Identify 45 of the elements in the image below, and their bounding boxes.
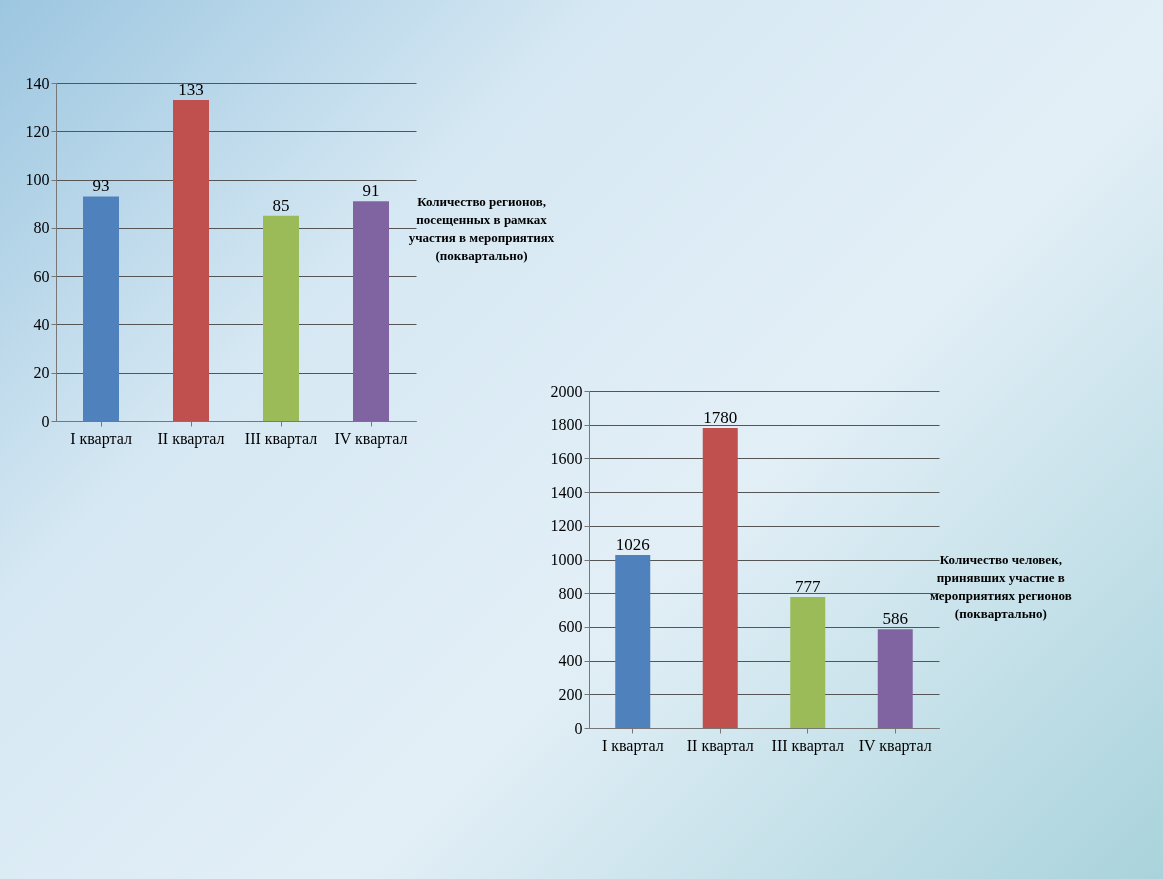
data-label: 91 — [362, 181, 380, 201]
data-label: 1026 — [615, 535, 650, 555]
x-tick-label: IV квартал — [334, 429, 408, 448]
y-tick-label: 1000 — [550, 551, 583, 568]
bar — [353, 201, 389, 421]
y-tick-label: 20 — [33, 364, 50, 382]
data-label: 85 — [272, 195, 290, 215]
text: Количество человек, принявших участие в мероприятиях регионов (поквартально) — [929, 551, 1072, 621]
y-tick-label: 1600 — [550, 449, 583, 467]
y-tick-label: 40 — [33, 315, 50, 333]
x-tick-label: II квартал — [157, 429, 225, 448]
y-tick-label: 100 — [25, 171, 50, 189]
y-tick-label: 120 — [25, 122, 50, 140]
y-tick-label: 200 — [558, 685, 583, 703]
y-tick-label: 80 — [33, 219, 50, 237]
x-tick-label: II квартал — [686, 736, 754, 755]
x-tick-label: III квартал — [244, 429, 318, 448]
x-tick-label: III квартал — [771, 736, 844, 755]
y-tick-label: 1200 — [550, 517, 583, 535]
x-tick-label: IV квартал — [858, 736, 932, 755]
y-tick-label: 0 — [574, 719, 583, 737]
bar — [173, 99, 209, 421]
bar — [615, 555, 651, 728]
y-tick-label: 1800 — [550, 416, 583, 434]
data-label: 133 — [178, 79, 204, 99]
data-label: 586 — [882, 609, 908, 629]
data-label: 777 — [795, 577, 821, 597]
text: Количество регионов, посещенных в рамках участия в мероприятиях (поквартально) — [408, 194, 555, 263]
y-tick-label: 2000 — [550, 382, 583, 400]
y-tick-label: 60 — [33, 267, 50, 285]
y-tick-label: 0 — [41, 412, 50, 430]
bar — [877, 629, 913, 728]
y-tick-label: 400 — [558, 652, 583, 670]
bar — [83, 196, 119, 421]
data-label: 93 — [92, 176, 110, 196]
y-tick-label: 800 — [558, 584, 583, 602]
x-tick-label: I квартал — [70, 429, 132, 448]
bar — [263, 215, 299, 421]
y-tick-label: 140 — [25, 74, 50, 92]
x-tick-label: I квартал — [601, 736, 664, 755]
bar — [702, 428, 738, 728]
y-tick-label: 1400 — [550, 483, 583, 501]
bar — [790, 597, 826, 728]
y-tick-label: 600 — [558, 618, 583, 636]
data-label: 1780 — [703, 408, 738, 428]
